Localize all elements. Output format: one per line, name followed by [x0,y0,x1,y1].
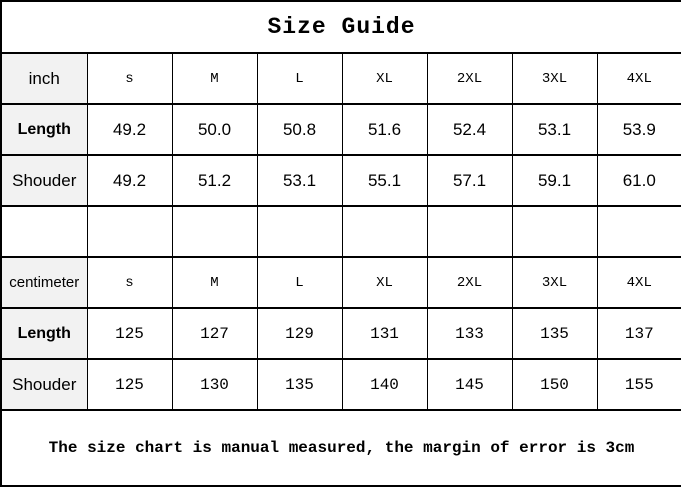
value-cell: 50.0 [171,103,258,156]
value-cell: 49.2 [86,103,173,156]
value-cell: 155 [596,358,681,411]
value-cell: 53.9 [596,103,681,156]
unit-label-centimeter: centimeter [0,256,88,309]
footer-note: The size chart is manual measured, the m… [0,409,681,487]
size-header-cell: L [256,256,343,309]
value-cell: 61.0 [596,154,681,207]
empty-cell [511,205,598,258]
size-header-cell: XL [341,256,428,309]
value-cell: 51.6 [341,103,428,156]
size-header-cell: 2XL [426,256,513,309]
value-cell: 137 [596,307,681,360]
value-cell: 49.2 [86,154,173,207]
value-cell: 59.1 [511,154,598,207]
value-cell: 53.1 [511,103,598,156]
size-header-cell: 4XL [596,256,681,309]
value-cell: 145 [426,358,513,411]
value-cell: 135 [511,307,598,360]
length-row-inch: Length 49.2 50.0 50.8 51.6 52.4 53.1 53.… [0,103,681,156]
empty-cell [0,205,88,258]
size-header-cell: 3XL [511,256,598,309]
size-header-cell: XL [341,52,428,105]
spacer-row [0,205,681,258]
value-cell: 127 [171,307,258,360]
empty-cell [86,205,173,258]
unit-row-inch: inch s M L XL 2XL 3XL 4XL [0,52,681,105]
value-cell: 53.1 [256,154,343,207]
value-cell: 55.1 [341,154,428,207]
value-cell: 133 [426,307,513,360]
value-cell: 135 [256,358,343,411]
unit-label-inch: inch [0,52,88,105]
empty-cell [171,205,258,258]
size-header-cell: 4XL [596,52,681,105]
size-header-cell: s [86,52,173,105]
empty-cell [341,205,428,258]
size-header-cell: L [256,52,343,105]
value-cell: 130 [171,358,258,411]
value-cell: 52.4 [426,103,513,156]
size-header-cell: s [86,256,173,309]
empty-cell [426,205,513,258]
size-header-cell: M [171,52,258,105]
value-cell: 131 [341,307,428,360]
unit-row-centimeter: centimeter s M L XL 2XL 3XL 4XL [0,256,681,309]
value-cell: 125 [86,358,173,411]
page-title: Size Guide [0,0,681,54]
row-label-length: Length [0,307,88,360]
row-label-shouder: Shouder [0,154,88,207]
title-row: Size Guide [0,0,681,54]
shouder-row-inch: Shouder 49.2 51.2 53.1 55.1 57.1 59.1 61… [0,154,681,207]
size-header-cell: 2XL [426,52,513,105]
length-row-centimeter: Length 125 127 129 131 133 135 137 [0,307,681,360]
value-cell: 51.2 [171,154,258,207]
value-cell: 125 [86,307,173,360]
footer-row: The size chart is manual measured, the m… [0,409,681,487]
empty-cell [256,205,343,258]
value-cell: 129 [256,307,343,360]
row-label-length: Length [0,103,88,156]
value-cell: 140 [341,358,428,411]
shouder-row-centimeter: Shouder 125 130 135 140 145 150 155 [0,358,681,411]
row-label-shouder: Shouder [0,358,88,411]
value-cell: 150 [511,358,598,411]
value-cell: 50.8 [256,103,343,156]
empty-cell [596,205,681,258]
size-header-cell: M [171,256,258,309]
size-header-cell: 3XL [511,52,598,105]
value-cell: 57.1 [426,154,513,207]
